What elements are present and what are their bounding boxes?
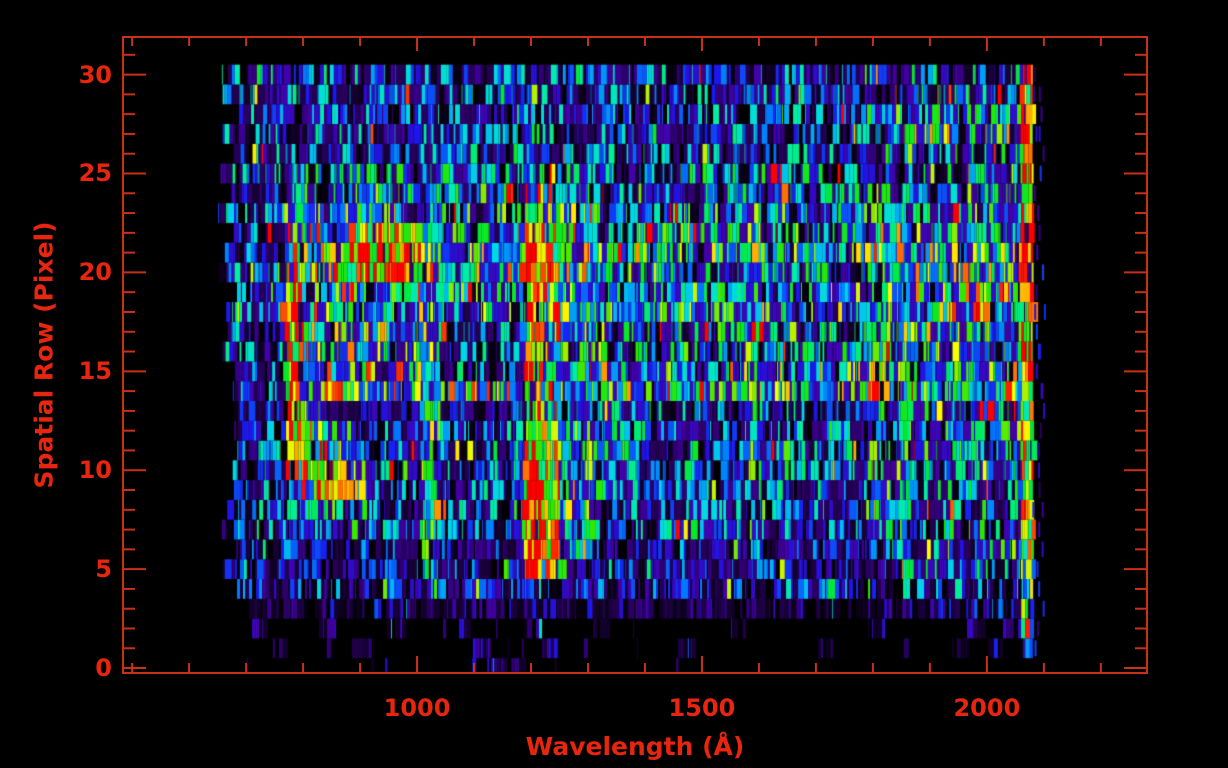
y-tick-label: 15 <box>78 357 112 386</box>
y-tick-label: 20 <box>78 258 112 287</box>
x-axis-label: Wavelength (Å) <box>525 732 745 761</box>
y-tick-label: 10 <box>78 456 112 485</box>
y-tick-label: 0 <box>95 654 112 683</box>
y-tick-label: 30 <box>78 60 112 89</box>
x-tick-label: 1500 <box>668 694 736 722</box>
x-tick-label: 1000 <box>383 694 451 722</box>
y-axis-label: Spatial Row (Pixel) <box>29 221 59 489</box>
y-tick-label: 25 <box>78 159 112 188</box>
y-tick-label: 5 <box>95 555 112 584</box>
x-tick-label: 2000 <box>953 694 1021 722</box>
